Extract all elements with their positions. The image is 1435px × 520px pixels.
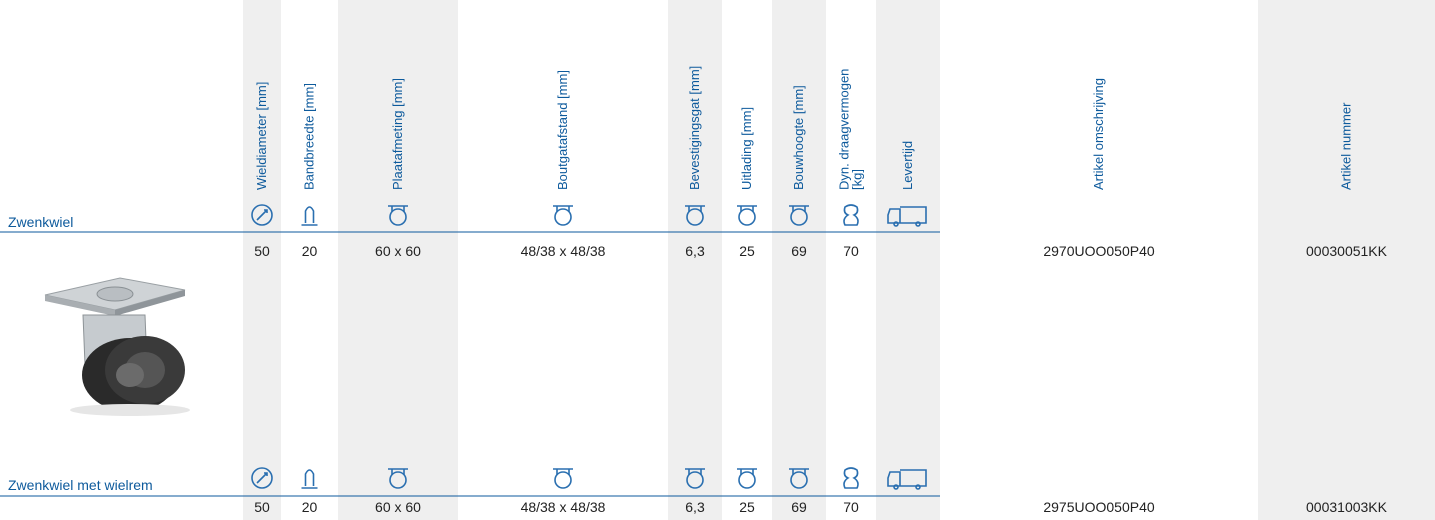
cell-value: 70 [843,243,859,259]
column-icon [685,468,705,489]
icon-stroke [893,221,899,227]
column-icon [789,468,809,489]
column-band [338,0,458,520]
icon-stroke [686,208,704,226]
cell-value: 69 [791,243,807,259]
column-header: Uitlading [mm] [739,107,754,190]
column-band [243,0,281,520]
cell-value: 2975UOO050P40 [1043,499,1155,515]
column-band [668,0,722,520]
cell-value: 2970UOO050P40 [1043,243,1155,259]
icon-stroke [686,471,704,489]
icon-stroke [301,469,318,489]
column-icon [843,467,859,489]
icon-stroke [738,471,756,489]
column-header: Artikel omschrijving [1091,78,1106,190]
icon-stroke [790,471,808,489]
column-icon [388,468,408,489]
cell-value: 48/38 x 48/38 [521,243,606,259]
cell-value: 69 [791,499,807,515]
icon-stroke [738,208,756,226]
cell-value: 60 x 60 [375,499,421,515]
icon-stroke [685,205,705,212]
icon-stroke [893,484,899,490]
icon-stroke [790,208,808,226]
icon-stroke [301,206,318,226]
column-header: Bandbreedte [mm] [302,83,317,190]
column-header: Plaatafmeting [mm] [390,78,405,190]
column-icon [843,204,859,226]
icon-stroke [553,468,573,475]
column-icon [251,204,273,226]
icon-stroke [256,472,268,484]
column-icon [887,206,927,227]
icon-stroke [737,468,757,475]
column-band [876,0,940,520]
cell-value: 25 [739,243,755,259]
icon-stroke [389,208,407,226]
column-icon [887,469,927,490]
column-icon [301,469,318,489]
column-header: Levertijd [900,141,915,190]
cell-value: 50 [254,499,270,515]
icon-stroke [789,468,809,475]
column-icon [388,205,408,226]
column-icon [301,206,318,226]
column-band [1258,0,1435,520]
icon-stroke [685,468,705,475]
column-icon [685,205,705,226]
icon-stroke [843,467,859,489]
icon-stroke [737,205,757,212]
icon-stroke [554,208,572,226]
icon-stroke [915,484,921,490]
column-header: Bouwhoogte [mm] [791,85,806,190]
column-band [772,0,826,520]
column-icon [737,468,757,489]
icon-stroke [251,467,273,489]
column-icon [737,205,757,226]
column-header: Wieldiameter [mm] [254,82,269,190]
cell-value: 20 [302,499,318,515]
cell-value: 00030051KK [1306,243,1388,259]
column-header: [kg] [850,169,865,190]
icon-stroke [256,209,268,221]
cell-value: 6,3 [685,243,705,259]
icon-stroke [251,204,273,226]
icon-stroke [389,471,407,489]
column-icon [553,468,573,489]
column-header: Dyn. draagvermogen [837,69,852,190]
column-icon [251,467,273,489]
cell-value: 25 [739,499,755,515]
icon-stroke [843,204,859,226]
icon-stroke [789,205,809,212]
column-icon [553,205,573,226]
icon-stroke [388,468,408,475]
cell-value: 00031003KK [1306,499,1388,515]
cell-value: 48/38 x 48/38 [521,499,606,515]
row-label: Zwenkwiel [8,214,73,230]
column-header: Artikel nummer [1339,102,1354,190]
cell-value: 70 [843,499,859,515]
column-header: Bevestigingsgat [mm] [687,66,702,190]
product-image [44,277,190,416]
cell-value: 20 [302,243,318,259]
row-label: Zwenkwiel met wielrem [8,477,153,493]
icon-stroke [553,205,573,212]
column-icon [789,205,809,226]
cell-value: 60 x 60 [375,243,421,259]
icon-stroke [388,205,408,212]
icon-stroke [915,221,921,227]
column-header: Boutgatafstand [mm] [555,70,570,190]
cell-value: 50 [254,243,270,259]
cell-value: 6,3 [685,499,705,515]
icon-stroke [554,471,572,489]
